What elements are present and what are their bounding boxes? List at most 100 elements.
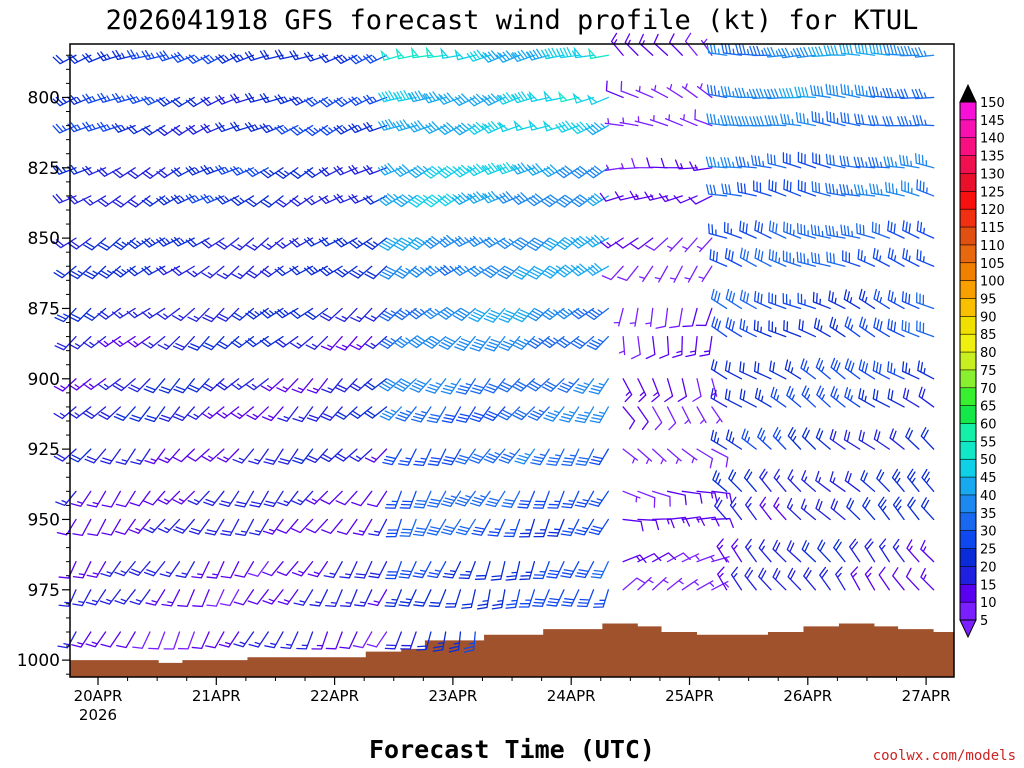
wind-barb [585, 165, 609, 179]
wind-barb [541, 307, 565, 321]
wind-barb [157, 490, 181, 505]
wind-barb [274, 237, 299, 249]
wind-barb [244, 92, 269, 103]
wind-barb [437, 234, 462, 248]
wind-barb [639, 265, 654, 282]
wind-barb [589, 448, 609, 466]
wind-barb [83, 307, 107, 321]
wind-barb [826, 110, 846, 127]
wind-barb [230, 335, 255, 349]
wind-barb [590, 561, 609, 579]
wind-barb [490, 561, 506, 581]
wind-barb [560, 561, 580, 579]
wind-barb [248, 448, 269, 465]
wind-barb [277, 589, 299, 606]
wind-barb [532, 589, 550, 608]
wind-barb [634, 116, 654, 127]
wind-barb [215, 406, 240, 419]
wind-barb [67, 122, 92, 133]
wind-barb [622, 448, 639, 464]
wind-barb [215, 237, 240, 250]
wind-barb [100, 448, 122, 465]
wind-barb [72, 561, 92, 579]
wind-barb [869, 183, 890, 197]
wind-barb [710, 429, 728, 450]
wind-barb [797, 179, 817, 197]
wind-barb [278, 448, 299, 465]
x-tick-label: 21APR [192, 687, 241, 705]
wind-barb [259, 123, 284, 134]
wind-barb [759, 468, 772, 492]
wind-barb [811, 110, 831, 127]
wind-barb [291, 490, 314, 506]
wind-barb [787, 567, 802, 591]
wind-barb [311, 631, 329, 650]
wind-barb [669, 307, 683, 329]
wind-barb [173, 518, 195, 534]
wind-barb [363, 406, 388, 419]
x-tick-label: 22APR [310, 687, 359, 705]
wind-barb [846, 497, 861, 521]
wind-barb [717, 566, 728, 591]
wind-barb [711, 448, 729, 468]
wind-barb [291, 378, 314, 394]
wind-barb [833, 538, 846, 563]
wind-barb [601, 265, 624, 281]
wind-barb [85, 631, 107, 648]
wind-barb [274, 335, 299, 348]
wind-barb [547, 490, 565, 509]
colorbar-swatch [960, 512, 976, 532]
wind-barb [645, 307, 654, 327]
wind-barb [55, 490, 77, 506]
wind-barb [902, 220, 920, 239]
y-axis: 800 825 850 875 900 925 950 975 1000 [17, 54, 70, 675]
wind-barb [587, 47, 609, 60]
wind-barb [518, 518, 536, 538]
wind-barb [511, 237, 536, 251]
wind-barb [427, 448, 447, 466]
wind-barb [145, 589, 166, 606]
wind-barb [672, 335, 683, 359]
wind-barb [782, 250, 802, 267]
colorbar-label: 55 [980, 435, 997, 450]
y-tick-label: 975 [28, 581, 60, 601]
wind-barb [235, 518, 255, 537]
wind-barb [916, 220, 935, 239]
wind-barb [260, 265, 284, 278]
wind-barb [141, 49, 166, 61]
wind-barb [622, 577, 646, 591]
wind-barb [858, 359, 876, 380]
wind-barb [398, 589, 417, 607]
wind-barb [795, 111, 817, 127]
wind-barb [408, 265, 432, 278]
wind-barb [839, 43, 861, 56]
wind-barb [293, 589, 314, 606]
wind-barb [916, 179, 935, 197]
wind-barb [519, 561, 536, 581]
wind-barb [825, 153, 846, 169]
wind-barb [570, 235, 595, 249]
wind-barb [859, 316, 876, 338]
wind-barb [68, 448, 92, 463]
wind-barb [437, 264, 462, 276]
wind-barb [201, 448, 225, 462]
wind-barb [613, 307, 624, 327]
wind-barb [335, 335, 358, 351]
wind-barb [425, 378, 447, 394]
colorbar-swatch [960, 602, 976, 621]
wind-barb [141, 265, 166, 276]
wind-barb [261, 406, 284, 422]
colorbar-swatch [960, 369, 976, 389]
wind-barb [290, 335, 314, 349]
wind-barb [97, 335, 122, 348]
wind-barb [858, 429, 876, 450]
wind-barb [730, 566, 743, 591]
wind-barb [773, 497, 787, 521]
wind-barb [156, 265, 181, 276]
wind-barb [783, 179, 802, 197]
wind-barb [698, 265, 713, 283]
wind-barb [115, 448, 136, 465]
wind-barb [141, 95, 166, 106]
wind-barb [437, 122, 462, 136]
wind-barb [202, 307, 225, 323]
